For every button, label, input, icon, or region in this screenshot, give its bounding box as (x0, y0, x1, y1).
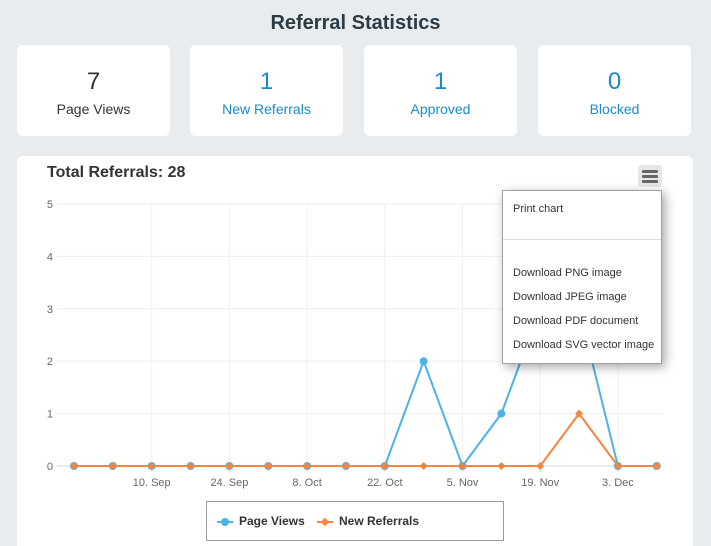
data-point-page-views (497, 409, 506, 418)
x-tick-label: 5. Nov (447, 477, 479, 489)
page-title: Referral Statistics (270, 12, 441, 34)
legend-label: Page Views (239, 514, 305, 528)
stat-value[interactable]: 1 (259, 68, 274, 95)
x-tick-label: 19. Nov (521, 477, 559, 489)
stat-link[interactable]: Approved (410, 101, 471, 117)
y-tick-label: 3 (47, 304, 53, 316)
data-point-new-referrals (108, 462, 117, 470)
menu-separator (503, 239, 661, 240)
data-point-new-referrals (380, 462, 389, 470)
legend-item-new-referrals[interactable]: New Referrals (317, 514, 419, 528)
data-point-new-referrals (575, 409, 584, 418)
menu-item-download-svg[interactable]: Download SVG vector image (513, 339, 655, 351)
stat-card-approved[interactable]: 1 Approved (364, 45, 517, 136)
x-tick-label: 10. Sep (133, 477, 171, 489)
menu-item-download-jpeg[interactable]: Download JPEG image (513, 291, 627, 303)
data-point-page-views (419, 357, 428, 366)
data-point-new-referrals (264, 462, 273, 470)
stat-card-blocked[interactable]: 0 Blocked (538, 45, 691, 136)
data-point-new-referrals (186, 462, 195, 470)
menu-item-print-chart[interactable]: Print chart (513, 203, 564, 215)
stat-value[interactable]: 1 (433, 68, 448, 95)
hamburger-menu-icon[interactable] (638, 165, 662, 187)
stat-value: 7 (86, 68, 101, 95)
data-point-new-referrals (419, 462, 428, 470)
stat-link[interactable]: New Referrals (222, 101, 311, 117)
data-point-new-referrals (652, 462, 661, 470)
menu-item-download-pdf[interactable]: Download PDF document (513, 315, 639, 327)
diamond-marker-icon (317, 517, 333, 527)
line-chart: 0 1 2 3 4 5 10. Sep 24. Sep 8. Oct 22. Oct 5. Nov 1… (47, 199, 662, 489)
x-tick-label: 24. Sep (210, 477, 248, 489)
y-tick-label: 5 (47, 199, 53, 211)
data-point-new-referrals (497, 462, 506, 470)
data-point-new-referrals (458, 462, 467, 470)
data-point-new-referrals (613, 462, 622, 470)
legend-label: New Referrals (339, 514, 420, 528)
stat-card-new-referrals[interactable]: 1 New Referrals (190, 45, 343, 136)
x-tick-label: 3. Dec (602, 477, 634, 489)
stat-value[interactable]: 0 (607, 68, 622, 95)
chart-export-menu: Print chart Download PNG image Download … (502, 190, 662, 364)
stat-label: Page Views (56, 101, 131, 117)
y-tick-label: 0 (47, 461, 53, 473)
menu-item-download-png[interactable]: Download PNG image (513, 267, 622, 279)
x-tick-label: 22. Oct (367, 477, 402, 489)
chart-title: Total Referrals: 28 (47, 164, 186, 181)
data-point-new-referrals (536, 462, 545, 470)
data-point-new-referrals (341, 462, 350, 470)
circle-marker-icon (217, 517, 233, 527)
y-tick-label: 4 (47, 251, 53, 263)
series-line-new-referrals (74, 412, 657, 467)
data-point-new-referrals (303, 462, 312, 470)
data-point-new-referrals (70, 462, 78, 470)
chart-legend: Page Views New Referrals (206, 501, 504, 541)
legend-item-page-views[interactable]: Page Views (217, 514, 305, 528)
stat-card-page-views: 7 Page Views (17, 45, 170, 136)
y-tick-label: 2 (47, 356, 53, 368)
data-point-new-referrals (147, 462, 156, 470)
stat-link[interactable]: Blocked (589, 101, 640, 117)
y-tick-label: 1 (47, 409, 53, 421)
x-tick-label: 8. Oct (292, 477, 321, 489)
data-point-new-referrals (225, 462, 234, 470)
